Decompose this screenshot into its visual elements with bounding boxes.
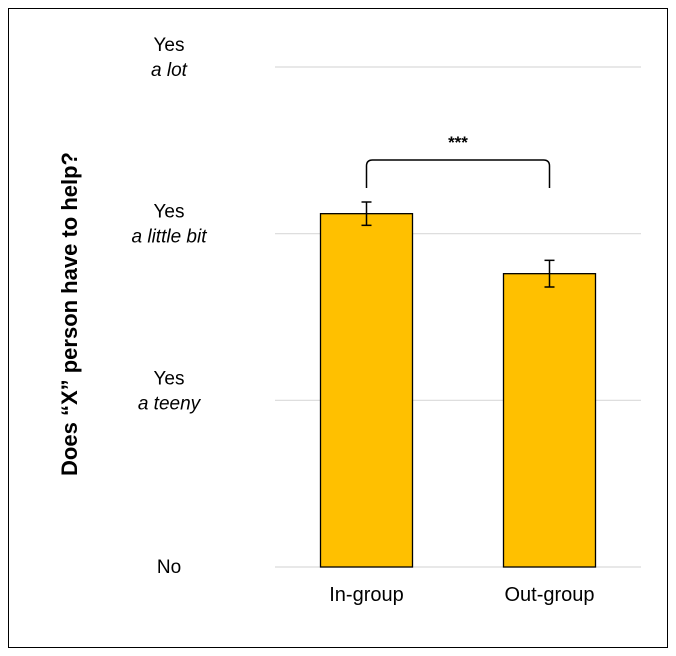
bar [319, 213, 414, 568]
y-tick-label-main: Yes [154, 35, 185, 56]
y-tick-label-sub: a lot [151, 60, 188, 81]
bar [502, 273, 597, 568]
y-tick-label-sub: a little bit [132, 227, 208, 248]
y-tick-label-main: Yes [154, 368, 185, 389]
y-tick-label-sub: a teeny [138, 393, 202, 414]
y-tick-label-main: Yes [154, 202, 185, 223]
error-bars [361, 201, 555, 288]
y-tick-label-main: No [157, 557, 181, 578]
y-axis-label: Does “X” person have to help? [57, 152, 82, 476]
bar-chart: No Yes a teeny Yes a little bit Yes a lot In-g… [57, 35, 641, 606]
bars [319, 213, 597, 568]
x-category-label: In-group [329, 584, 404, 606]
x-category-labels: In-group Out-group [329, 584, 594, 606]
x-category-label: Out-group [504, 584, 594, 606]
significance-label: *** [448, 133, 468, 152]
figure-frame: No Yes a teeny Yes a little bit Yes a lot In-g… [8, 8, 668, 648]
significance-bracket: *** [365, 133, 551, 188]
y-tick-labels: No Yes a teeny Yes a little bit Yes a lot [132, 35, 208, 578]
significance-bracket-line [365, 159, 551, 188]
